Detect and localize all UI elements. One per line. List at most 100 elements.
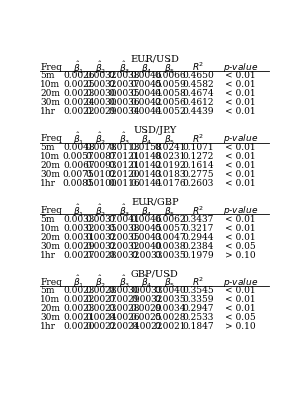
Text: 0.0121: 0.0121 <box>109 161 140 170</box>
Text: 0.0087: 0.0087 <box>85 152 117 161</box>
Text: 0.0023: 0.0023 <box>63 286 95 295</box>
Text: 0.4612: 0.4612 <box>182 98 214 107</box>
Text: $\hat{\beta}_{4}$: $\hat{\beta}_{4}$ <box>141 131 152 147</box>
Text: 0.0047: 0.0047 <box>154 233 186 242</box>
Text: 0.0062: 0.0062 <box>154 215 186 224</box>
Text: 0.2603: 0.2603 <box>182 179 214 188</box>
Text: USD/JPY: USD/JPY <box>133 126 176 135</box>
Text: 0.0030: 0.0030 <box>85 98 117 107</box>
Text: < 0.01: < 0.01 <box>225 179 255 188</box>
Text: 0.2947: 0.2947 <box>182 305 214 313</box>
Text: 5m: 5m <box>40 286 55 295</box>
Text: < 0.01: < 0.01 <box>225 80 255 89</box>
Text: 0.0028: 0.0028 <box>154 313 186 322</box>
Text: $\hat{\beta}_{1}$: $\hat{\beta}_{1}$ <box>73 59 84 76</box>
Text: 0.0046: 0.0046 <box>131 71 162 80</box>
Text: 1hr: 1hr <box>40 107 56 116</box>
Text: 0.0034: 0.0034 <box>154 305 186 313</box>
Text: 0.0085: 0.0085 <box>63 179 95 188</box>
Text: 30m: 30m <box>40 98 60 107</box>
Text: < 0.01: < 0.01 <box>225 143 255 152</box>
Text: 0.0052: 0.0052 <box>154 107 186 116</box>
Text: 0.0024: 0.0024 <box>63 98 95 107</box>
Text: 10m: 10m <box>40 152 60 161</box>
Text: $R^2$: $R^2$ <box>192 133 204 145</box>
Text: 0.0143: 0.0143 <box>131 170 162 179</box>
Text: 0.3437: 0.3437 <box>182 215 214 224</box>
Text: 5m: 5m <box>40 215 55 224</box>
Text: $p$-value: $p$-value <box>223 204 258 217</box>
Text: 0.2775: 0.2775 <box>182 170 214 179</box>
Text: $\hat{\beta}_{2}$: $\hat{\beta}_{2}$ <box>95 59 107 76</box>
Text: 0.0045: 0.0045 <box>131 224 162 233</box>
Text: 20m: 20m <box>40 89 60 99</box>
Text: 0.0113: 0.0113 <box>109 143 140 152</box>
Text: EUR/USD: EUR/USD <box>130 54 179 63</box>
Text: Freq: Freq <box>40 278 62 287</box>
Text: Freq: Freq <box>40 206 62 215</box>
Text: 0.0035: 0.0035 <box>85 224 117 233</box>
Text: 0.0078: 0.0078 <box>85 143 117 152</box>
Text: 0.0035: 0.0035 <box>154 251 186 260</box>
Text: 0.0025: 0.0025 <box>131 313 162 322</box>
Text: 0.0241: 0.0241 <box>154 143 186 152</box>
Text: 0.0031: 0.0031 <box>63 233 95 242</box>
Text: $\hat{\beta}_{5}$: $\hat{\beta}_{5}$ <box>164 59 176 76</box>
Text: 20m: 20m <box>40 305 60 313</box>
Text: 0.0032: 0.0032 <box>85 71 117 80</box>
Text: 0.0023: 0.0023 <box>63 305 95 313</box>
Text: 0.0022: 0.0022 <box>63 107 95 116</box>
Text: 0.0057: 0.0057 <box>154 224 186 233</box>
Text: 0.0121: 0.0121 <box>109 152 140 161</box>
Text: 0.0022: 0.0022 <box>131 322 162 331</box>
Text: 0.0032: 0.0032 <box>109 242 140 251</box>
Text: 0.0066: 0.0066 <box>154 71 186 80</box>
Text: 0.0023: 0.0023 <box>85 305 117 313</box>
Text: 0.0024: 0.0024 <box>109 322 140 331</box>
Text: 0.0034: 0.0034 <box>109 107 140 116</box>
Text: 0.0038: 0.0038 <box>109 71 140 80</box>
Text: 0.0024: 0.0024 <box>85 313 117 322</box>
Text: 0.3359: 0.3359 <box>182 295 214 305</box>
Text: 0.0022: 0.0022 <box>63 295 95 305</box>
Text: $\hat{\beta}_{2}$: $\hat{\beta}_{2}$ <box>95 274 107 290</box>
Text: $\hat{\beta}_{4}$: $\hat{\beta}_{4}$ <box>141 59 152 76</box>
Text: < 0.01: < 0.01 <box>225 286 255 295</box>
Text: $\hat{\beta}_{5}$: $\hat{\beta}_{5}$ <box>164 274 176 290</box>
Text: 0.0035: 0.0035 <box>108 89 140 99</box>
Text: GBP/USD: GBP/USD <box>131 269 179 278</box>
Text: 0.2384: 0.2384 <box>182 242 214 251</box>
Text: 0.4582: 0.4582 <box>182 80 214 89</box>
Text: 0.0038: 0.0038 <box>109 224 140 233</box>
Text: 0.3545: 0.3545 <box>182 286 214 295</box>
Text: < 0.01: < 0.01 <box>225 215 255 224</box>
Text: < 0.01: < 0.01 <box>225 71 255 80</box>
Text: 0.3217: 0.3217 <box>182 224 214 233</box>
Text: 0.0020: 0.0020 <box>63 322 95 331</box>
Text: < 0.01: < 0.01 <box>225 233 255 242</box>
Text: 0.0032: 0.0032 <box>63 224 95 233</box>
Text: Freq: Freq <box>40 134 62 143</box>
Text: 20m: 20m <box>40 233 60 242</box>
Text: 0.0032: 0.0032 <box>131 295 162 305</box>
Text: 10m: 10m <box>40 295 60 305</box>
Text: $\hat{\beta}_{3}$: $\hat{\beta}_{3}$ <box>119 59 130 76</box>
Text: < 0.01: < 0.01 <box>225 98 255 107</box>
Text: 0.0183: 0.0183 <box>154 170 186 179</box>
Text: 0.0029: 0.0029 <box>63 242 95 251</box>
Text: $\hat{\beta}_{4}$: $\hat{\beta}_{4}$ <box>141 274 152 290</box>
Text: 0.0027: 0.0027 <box>85 295 117 305</box>
Text: 0.0056: 0.0056 <box>154 98 186 107</box>
Text: Freq: Freq <box>40 63 62 72</box>
Text: 0.0029: 0.0029 <box>131 305 162 313</box>
Text: 0.0057: 0.0057 <box>63 152 95 161</box>
Text: 0.0044: 0.0044 <box>131 89 162 99</box>
Text: 0.0044: 0.0044 <box>131 107 162 116</box>
Text: 30m: 30m <box>40 170 60 179</box>
Text: 0.1272: 0.1272 <box>182 152 214 161</box>
Text: 0.0030: 0.0030 <box>109 286 140 295</box>
Text: < 0.01: < 0.01 <box>225 170 255 179</box>
Text: $\hat{\beta}_{4}$: $\hat{\beta}_{4}$ <box>141 202 152 219</box>
Text: 0.0025: 0.0025 <box>63 80 95 89</box>
Text: $\hat{\beta}_{2}$: $\hat{\beta}_{2}$ <box>95 131 107 147</box>
